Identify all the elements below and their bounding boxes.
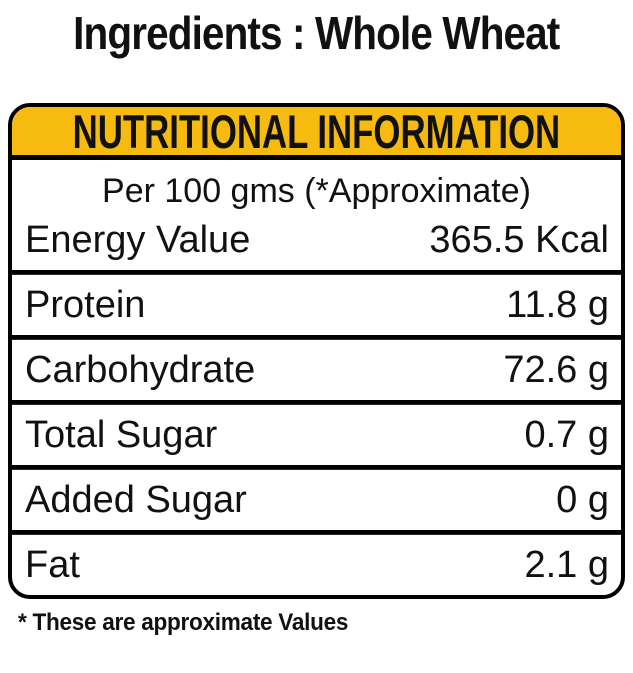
nutrient-table: Energy Value 365.5 Kcal Protein 11.8 g C…: [12, 210, 621, 595]
nutrient-name: Protein: [25, 283, 146, 326]
row-divider: [12, 270, 621, 276]
nutrient-value: 0.7 g: [524, 413, 609, 456]
nutrient-value: 365.5 Kcal: [429, 218, 609, 261]
nutrient-name: Carbohydrate: [25, 348, 256, 391]
nutrient-row: Carbohydrate 72.6 g: [12, 340, 621, 400]
row-divider: [12, 465, 621, 471]
nutrient-name: Added Sugar: [25, 478, 247, 521]
nutrient-name: Fat: [25, 543, 80, 586]
footnote-text: * These are approximate Values: [18, 609, 349, 637]
panel-header: NUTRITIONAL INFORMATION: [12, 104, 621, 161]
nutrient-row: Added Sugar 0 g: [12, 470, 621, 530]
panel-header-text: NUTRITIONAL INFORMATION: [72, 104, 561, 158]
nutrient-value: 2.1 g: [524, 543, 609, 586]
row-divider: [12, 400, 621, 406]
nutrient-value: 72.6 g: [503, 348, 609, 391]
nutrient-row: Total Sugar 0.7 g: [12, 405, 621, 465]
footnote: * These are approximate Values: [18, 609, 633, 637]
nutrient-name: Total Sugar: [25, 413, 218, 456]
nutrient-row: Fat 2.1 g: [12, 535, 621, 595]
serving-note: Per 100 gms (*Approximate): [102, 171, 531, 210]
nutrient-value: 11.8 g: [506, 283, 609, 326]
page-title: Ingredients : Whole Wheat: [0, 6, 633, 61]
nutrient-row: Protein 11.8 g: [12, 275, 621, 335]
row-divider: [12, 335, 621, 341]
nutrient-name: Energy Value: [25, 218, 251, 261]
nutrition-panel: NUTRITIONAL INFORMATION Per 100 gms (*Ap…: [8, 103, 625, 600]
nutrient-row: Energy Value 365.5 Kcal: [12, 210, 621, 270]
page-title-text: Ingredients : Whole Wheat: [73, 7, 560, 59]
nutrient-value: 0 g: [556, 478, 609, 521]
row-divider: [12, 530, 621, 536]
